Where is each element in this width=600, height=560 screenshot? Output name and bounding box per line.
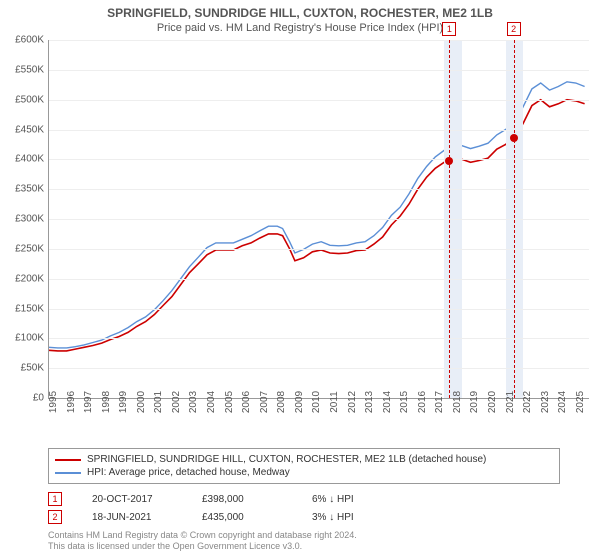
footer-line: Contains HM Land Registry data © Crown c…	[48, 530, 357, 541]
vertical-marker-line	[449, 40, 450, 398]
x-axis-label: 2003	[188, 391, 199, 413]
data-point-price: £435,000	[202, 512, 282, 523]
data-point-table: 1 20-OCT-2017 £398,000 6% ↓ HPI 2 18-JUN…	[48, 490, 392, 526]
y-axis-label: £500K	[15, 94, 44, 105]
data-dot	[510, 134, 518, 142]
y-axis-label: £0	[33, 393, 44, 404]
data-point-date: 20-OCT-2017	[92, 494, 172, 505]
x-axis-label: 2007	[259, 391, 270, 413]
x-axis-label: 2011	[329, 391, 340, 413]
gridline	[49, 368, 589, 369]
x-axis-label: 2005	[224, 391, 235, 413]
legend-box: SPRINGFIELD, SUNDRIDGE HILL, CUXTON, ROC…	[48, 448, 560, 484]
data-point-price: £398,000	[202, 494, 282, 505]
x-axis-label: 1995	[48, 391, 59, 413]
marker-badge: 2	[507, 22, 521, 36]
x-axis-label: 1996	[66, 391, 77, 413]
y-axis-label: £200K	[15, 273, 44, 284]
marker-badge: 1	[442, 22, 456, 36]
y-axis-label: £50K	[21, 363, 44, 374]
x-axis-label: 2012	[347, 391, 358, 413]
chart-area: 12 £0£50K£100K£150K£200K£250K£300K£350K£…	[48, 40, 588, 418]
y-axis-label: £300K	[15, 214, 44, 225]
y-axis-label: £150K	[15, 303, 44, 314]
x-axis-label: 2000	[136, 391, 147, 413]
marker-badge: 2	[48, 510, 62, 524]
y-axis-label: £450K	[15, 124, 44, 135]
x-axis-label: 2016	[417, 391, 428, 413]
x-axis-label: 2014	[382, 391, 393, 413]
gridline	[49, 130, 589, 131]
y-axis-label: £100K	[15, 333, 44, 344]
marker-badge: 1	[48, 492, 62, 506]
legend-label: HPI: Average price, detached house, Medw…	[87, 467, 290, 478]
data-dot	[445, 157, 453, 165]
chart-container: SPRINGFIELD, SUNDRIDGE HILL, CUXTON, ROC…	[0, 0, 600, 560]
x-axis-label: 2010	[311, 391, 322, 413]
footer-line: This data is licensed under the Open Gov…	[48, 541, 357, 552]
x-axis-label: 2021	[505, 391, 516, 413]
gridline	[49, 338, 589, 339]
legend-label: SPRINGFIELD, SUNDRIDGE HILL, CUXTON, ROC…	[87, 454, 486, 465]
gridline	[49, 189, 589, 190]
y-axis-label: £250K	[15, 243, 44, 254]
x-axis-label: 2013	[364, 391, 375, 413]
gridline	[49, 40, 589, 41]
y-axis-label: £600K	[15, 35, 44, 46]
x-axis-label: 2018	[452, 391, 463, 413]
plot-region: 12	[48, 40, 589, 399]
y-axis-label: £550K	[15, 64, 44, 75]
x-axis-label: 2006	[241, 391, 252, 413]
y-axis-label: £350K	[15, 184, 44, 195]
data-point-delta: 3% ↓ HPI	[312, 512, 392, 523]
x-axis-label: 2022	[522, 391, 533, 413]
gridline	[49, 70, 589, 71]
y-axis-label: £400K	[15, 154, 44, 165]
x-axis-label: 2004	[206, 391, 217, 413]
legend-item: SPRINGFIELD, SUNDRIDGE HILL, CUXTON, ROC…	[55, 453, 553, 466]
chart-title: SPRINGFIELD, SUNDRIDGE HILL, CUXTON, ROC…	[0, 0, 600, 20]
x-axis-label: 1997	[83, 391, 94, 413]
x-axis-label: 2020	[487, 391, 498, 413]
gridline	[49, 279, 589, 280]
data-point-delta: 6% ↓ HPI	[312, 494, 392, 505]
x-axis-label: 2017	[434, 391, 445, 413]
x-axis-label: 2025	[575, 391, 586, 413]
vertical-marker-line	[514, 40, 515, 398]
gridline	[49, 309, 589, 310]
x-axis-label: 2023	[540, 391, 551, 413]
x-axis-label: 2002	[171, 391, 182, 413]
x-axis-label: 2015	[399, 391, 410, 413]
gridline	[49, 249, 589, 250]
legend-swatch	[55, 459, 81, 461]
x-axis-label: 1999	[118, 391, 129, 413]
gridline	[49, 219, 589, 220]
x-axis-label: 2024	[557, 391, 568, 413]
x-axis-label: 2008	[276, 391, 287, 413]
gridline	[49, 159, 589, 160]
data-point-date: 18-JUN-2021	[92, 512, 172, 523]
x-axis-label: 2019	[469, 391, 480, 413]
x-axis-label: 2009	[294, 391, 305, 413]
data-point-row: 1 20-OCT-2017 £398,000 6% ↓ HPI	[48, 490, 392, 508]
x-axis-label: 1998	[101, 391, 112, 413]
x-axis-label: 2001	[153, 391, 164, 413]
data-point-row: 2 18-JUN-2021 £435,000 3% ↓ HPI	[48, 508, 392, 526]
legend-swatch	[55, 472, 81, 474]
gridline	[49, 100, 589, 101]
footer-attribution: Contains HM Land Registry data © Crown c…	[48, 530, 357, 552]
legend-item: HPI: Average price, detached house, Medw…	[55, 466, 553, 479]
series-line-price_paid	[49, 100, 585, 351]
